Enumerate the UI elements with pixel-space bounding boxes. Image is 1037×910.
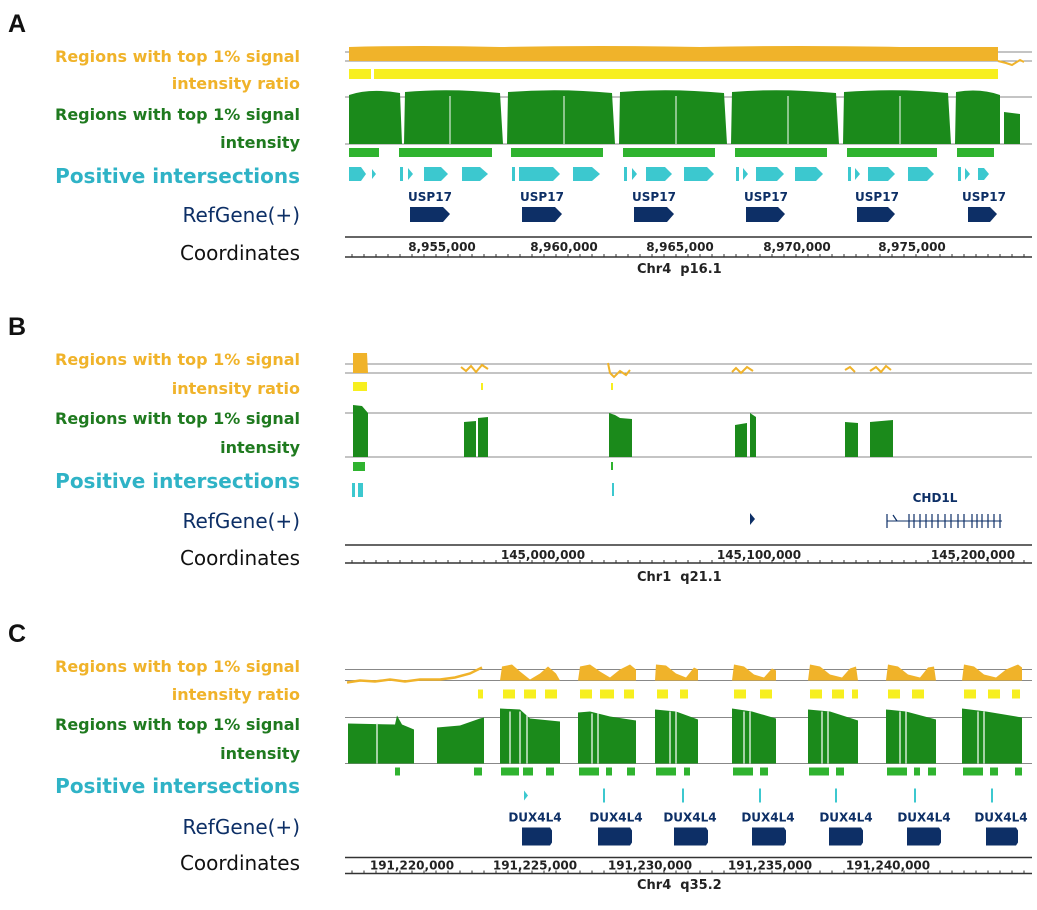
coordinate-tick-label: 145,100,000 bbox=[717, 548, 801, 562]
gene-label: USP17 bbox=[632, 190, 676, 204]
panel-c: C Regions with top 1% signal intensity r… bbox=[0, 610, 1037, 907]
panel-label: C bbox=[8, 620, 27, 648]
coordinate-tick-label: 145,000,000 bbox=[501, 548, 585, 562]
intensity-label-line2: intensity bbox=[220, 744, 300, 763]
track-panel-b: CHD1L 145,000,000 145,100,000 145,200,00… bbox=[345, 353, 1032, 564]
gene-label: USP17 bbox=[962, 190, 1006, 204]
chromosome-label: Chr1 q21.1 bbox=[637, 570, 722, 585]
coordinate-tick-label: 145,200,000 bbox=[931, 548, 1015, 562]
positive-intersections-label: Positive intersections bbox=[55, 164, 300, 188]
track-panel-a: USP17 USP17 USP17 USP17 USP17 USP17 8,95… bbox=[345, 46, 1032, 258]
panel-label: B bbox=[8, 313, 27, 341]
panel-label: A bbox=[8, 10, 27, 38]
intensity-label-line2: intensity bbox=[220, 133, 300, 152]
coordinates-label: Coordinates bbox=[179, 241, 300, 265]
coordinate-tick-label: 8,975,000 bbox=[878, 240, 946, 254]
coordinate-tick-label: 8,970,000 bbox=[763, 240, 831, 254]
gene-label: DUX4L4 bbox=[741, 811, 794, 825]
coordinate-tick-label: 8,960,000 bbox=[530, 240, 598, 254]
refgene-label: RefGene(+) bbox=[182, 815, 301, 839]
gene-label: USP17 bbox=[744, 190, 788, 204]
ratio-label-line2: intensity ratio bbox=[171, 685, 300, 704]
intensity-label-line1: Regions with top 1% signal bbox=[55, 715, 300, 734]
refgene-label: RefGene(+) bbox=[182, 509, 301, 533]
coordinates-label: Coordinates bbox=[179, 546, 300, 570]
gene-label: DUX4L4 bbox=[819, 811, 872, 825]
gene-label: DUX4L4 bbox=[589, 811, 642, 825]
ratio-label-line1: Regions with top 1% signal bbox=[55, 47, 300, 66]
gene-label: DUX4L4 bbox=[974, 811, 1027, 825]
intensity-label-line1: Regions with top 1% signal bbox=[55, 409, 300, 428]
gene-label: USP17 bbox=[408, 190, 452, 204]
positive-intersections-label: Positive intersections bbox=[55, 774, 300, 798]
track-panel-c: DUX4L4 DUX4L4 DUX4L4 DUX4L4 DUX4L4 DUX4L… bbox=[345, 664, 1032, 875]
ratio-label-line2: intensity ratio bbox=[171, 74, 300, 93]
coordinate-tick-label: 191,230,000 bbox=[608, 859, 692, 873]
ratio-label-line2: intensity ratio bbox=[171, 379, 300, 398]
ratio-label-line1: Regions with top 1% signal bbox=[55, 350, 300, 369]
intensity-label-line2: intensity bbox=[220, 438, 300, 457]
chromosome-label: Chr4 q35.2 bbox=[637, 878, 722, 893]
gene-label: USP17 bbox=[520, 190, 564, 204]
coordinates-label: Coordinates bbox=[179, 851, 300, 875]
gene-label: DUX4L4 bbox=[897, 811, 950, 825]
coordinate-tick-label: 191,240,000 bbox=[846, 859, 930, 873]
coordinate-tick-label: 191,235,000 bbox=[728, 859, 812, 873]
gene-label: USP17 bbox=[855, 190, 899, 204]
gene-label: DUX4L4 bbox=[508, 811, 561, 825]
panel-a: A Regions with top 1% signal intensity r… bbox=[0, 0, 1037, 300]
coordinate-tick-label: 191,225,000 bbox=[493, 859, 577, 873]
ratio-label-line1: Regions with top 1% signal bbox=[55, 657, 300, 676]
panel-b: B Regions with top 1% signal intensity r… bbox=[0, 305, 1037, 605]
gene-label: DUX4L4 bbox=[663, 811, 716, 825]
intensity-label-line1: Regions with top 1% signal bbox=[55, 105, 300, 124]
coordinate-tick-label: 8,965,000 bbox=[646, 240, 714, 254]
coordinate-tick-label: 191,220,000 bbox=[370, 859, 454, 873]
chromosome-label: Chr4 p16.1 bbox=[637, 262, 722, 277]
coordinate-tick-label: 8,955,000 bbox=[408, 240, 476, 254]
refgene-label: RefGene(+) bbox=[182, 203, 301, 227]
gene-label: CHD1L bbox=[913, 491, 958, 505]
positive-intersections-label: Positive intersections bbox=[55, 469, 300, 493]
